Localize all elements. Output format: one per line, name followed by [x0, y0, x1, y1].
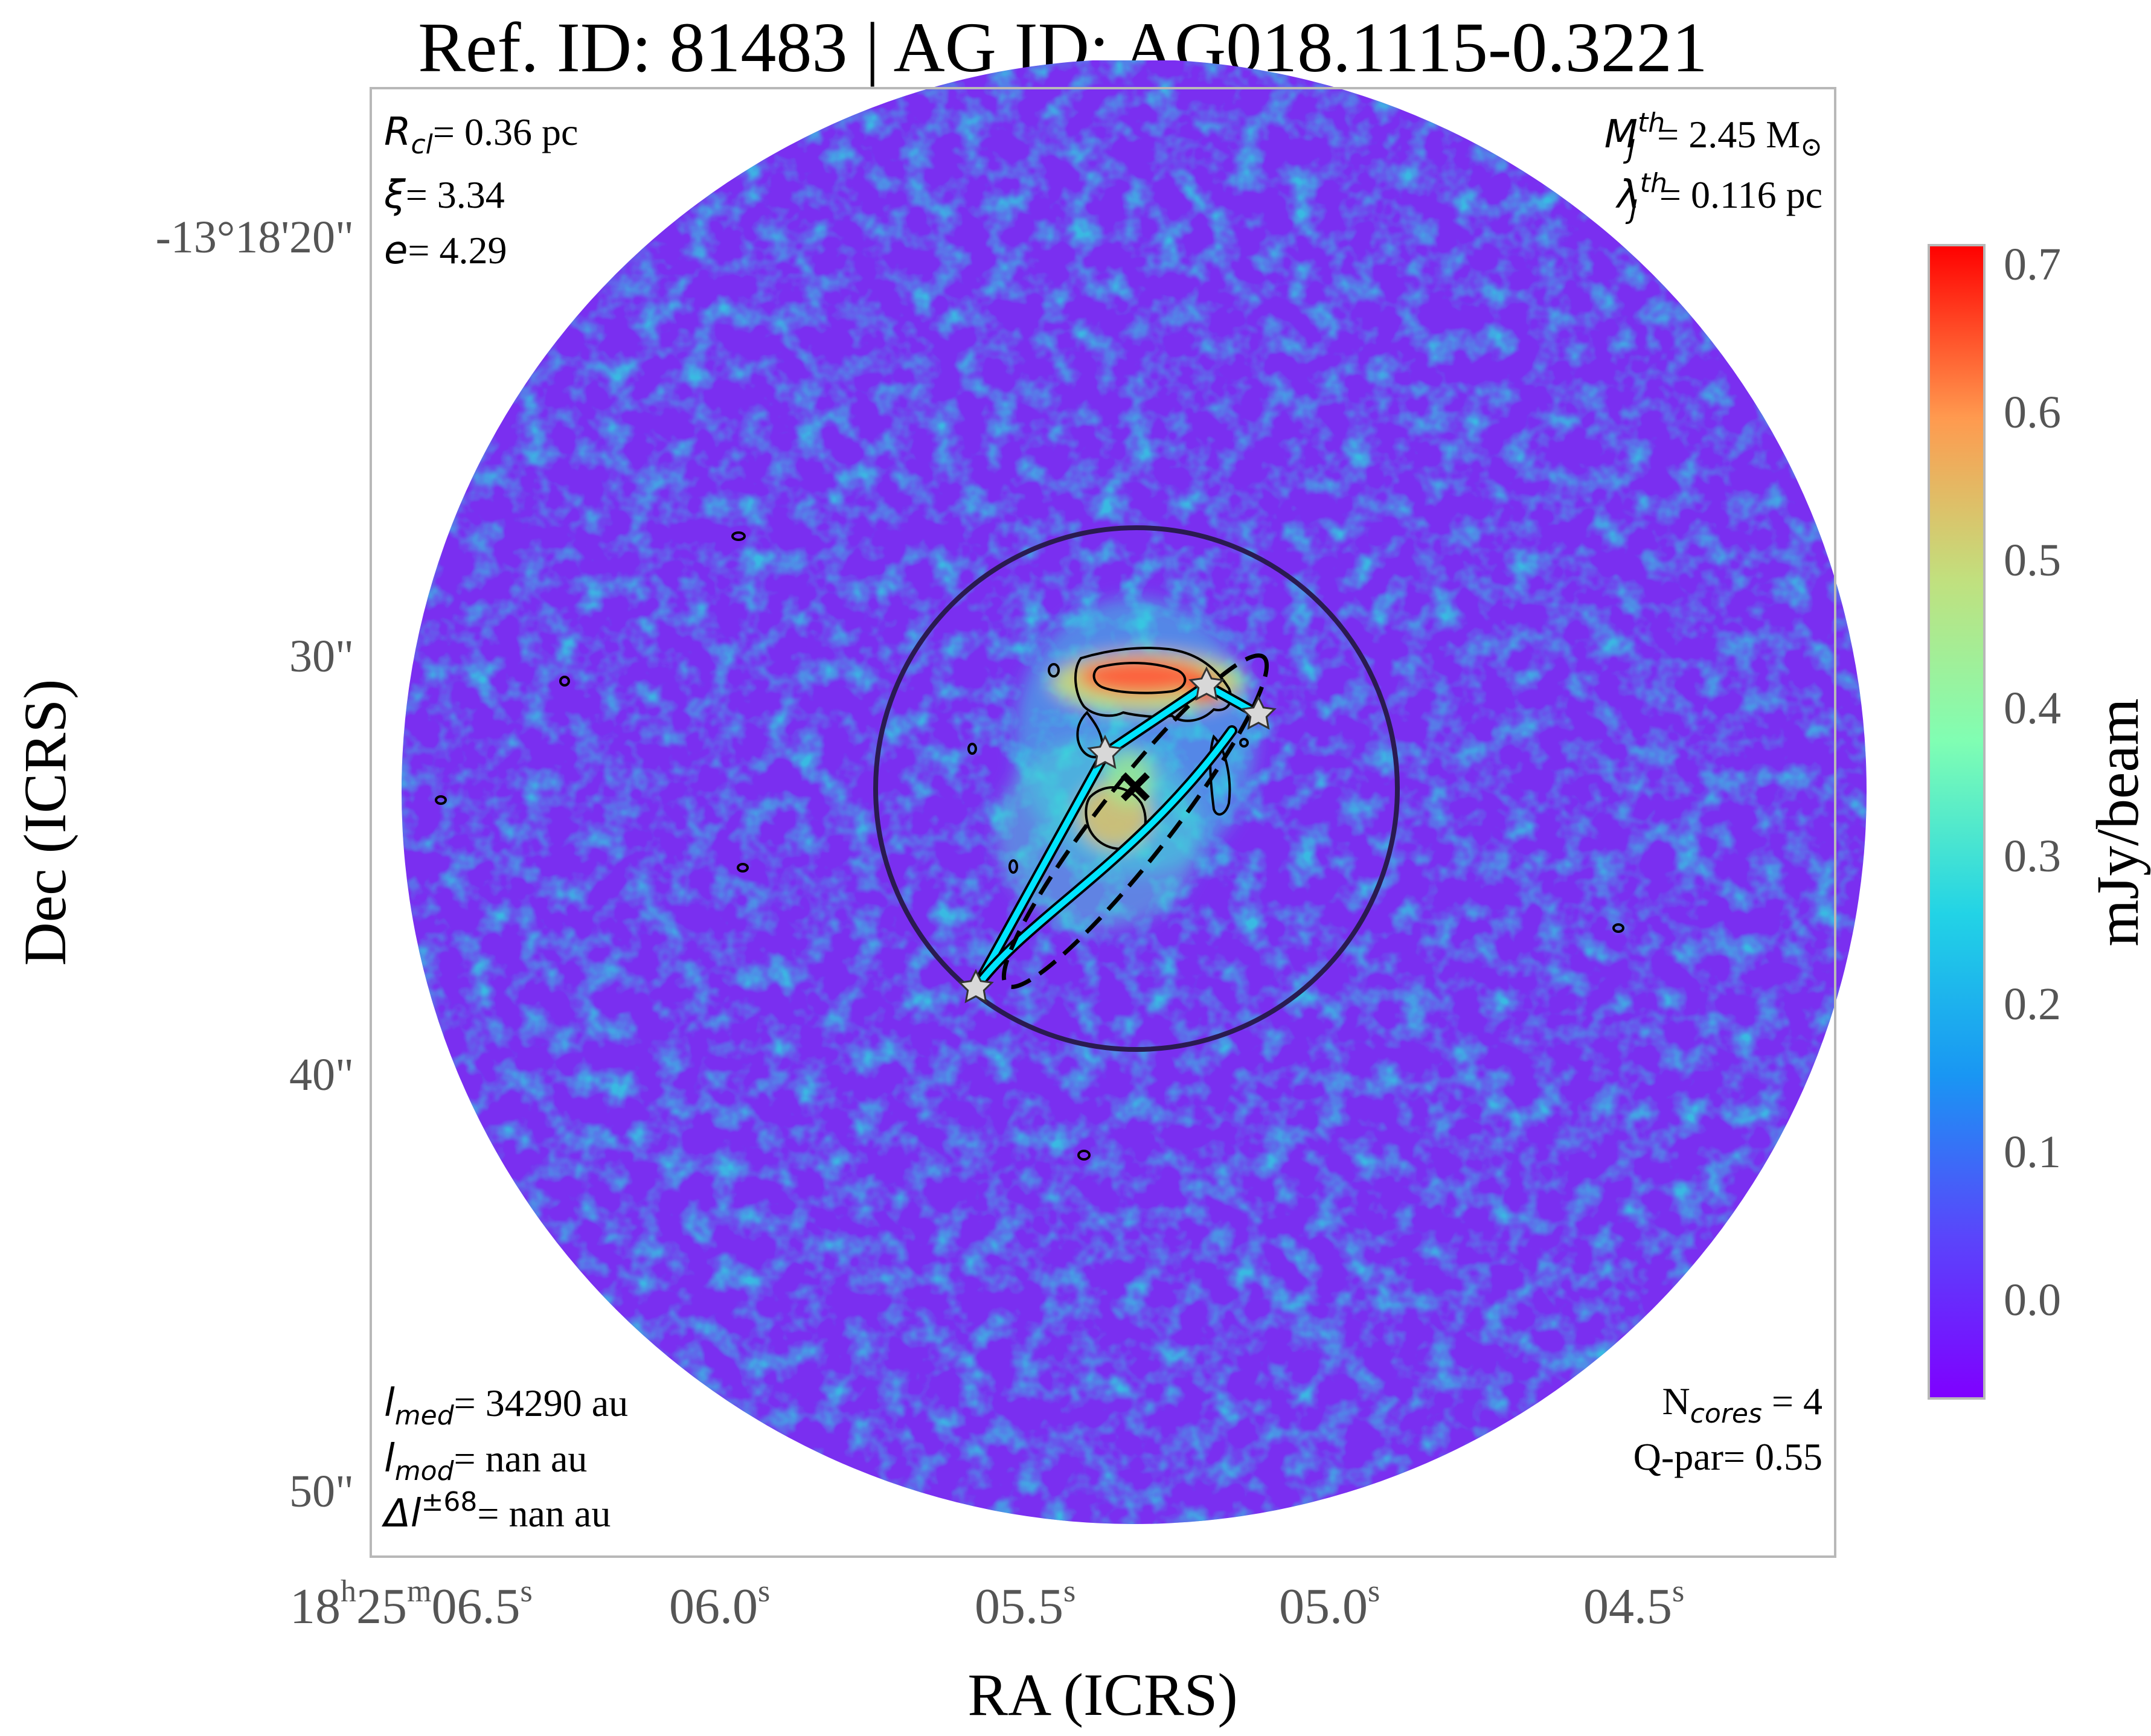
- colorbar-tick-label: 0.5: [2004, 535, 2061, 586]
- colorbar-tick-label: 0.0: [2004, 1275, 2061, 1325]
- svg-text:Q-par= 0.55: Q-par= 0.55: [1633, 1435, 1822, 1478]
- annotations-bottom-left: lmed= 34290 au lmod= nan au Δl±68= nan a…: [381, 1381, 628, 1536]
- svg-text:lmed= 34290 au: lmed= 34290 au: [384, 1381, 628, 1431]
- centroid-cross-icon: [1121, 772, 1150, 801]
- y-tick-labels: -13°18'20" 30" 40" 50": [156, 212, 354, 1517]
- colorbar-tick-label: 0.6: [2004, 387, 2061, 438]
- x-tick-label: 06.0s: [669, 1574, 770, 1635]
- contours: [435, 531, 1624, 1161]
- x-tick-label: 05.5s: [975, 1574, 1076, 1635]
- core-star-4: [958, 969, 994, 1004]
- svg-text:Rcl= 0.36 pc: Rcl= 0.36 pc: [384, 110, 578, 160]
- y-tick-label: 50": [289, 1466, 354, 1517]
- colorbar-gradient: [1928, 244, 1986, 1400]
- axes-frame: [370, 87, 1836, 1558]
- core-star-1: [1188, 666, 1225, 701]
- x-tick-label: 04.5s: [1583, 1574, 1684, 1635]
- colorbar-tick-label: 0.7: [2004, 239, 2061, 290]
- cores: [958, 666, 1277, 1004]
- colorbar-tick-label: 0.3: [2004, 831, 2061, 882]
- fit-ellipse: [1001, 653, 1269, 989]
- y-axis-label: Dec (ICRS): [11, 679, 79, 966]
- core-star-3: [1087, 734, 1123, 769]
- core-star-2: [1240, 695, 1277, 730]
- svg-text:Δl±68= nan au: Δl±68= nan au: [381, 1487, 611, 1536]
- colorbar: 0.7 0.6 0.5 0.4 0.3 0.2 0.1 0.0 mJy/beam: [1928, 239, 2151, 1400]
- colorbar-tick-label: 0.1: [2004, 1127, 2061, 1177]
- annotations-bottom-right: Ncores = 4 Q-par= 0.55: [1633, 1380, 1822, 1478]
- annotations-top-right: Mth J = 2.45 M⊙ λth J = 0.116 pc: [1604, 107, 1822, 225]
- svg-text:Ncores = 4: Ncores = 4: [1662, 1380, 1822, 1429]
- y-tick-label: -13°18'20": [156, 212, 354, 263]
- clump-circle: [873, 525, 1400, 1052]
- colorbar-tick-label: 0.4: [2004, 683, 2061, 734]
- colorbar-tick-label: 0.2: [2004, 979, 2061, 1030]
- x-axis-label: RA (ICRS): [967, 1661, 1237, 1728]
- svg-text:e= 4.29: e= 4.29: [384, 228, 507, 273]
- x-tick-label: 18h25m06.5s: [290, 1574, 533, 1635]
- colorbar-tick-labels: 0.7 0.6 0.5 0.4 0.3 0.2 0.1 0.0: [2004, 239, 2061, 1325]
- annotations-top-left: Rcl= 0.36 pc ξ= 3.34 e= 4.29: [383, 110, 578, 273]
- colorbar-label: mJy/beam: [2084, 698, 2151, 946]
- emission-map: [402, 60, 1867, 1524]
- mst-lines: [970, 679, 1264, 993]
- x-tick-labels: 18h25m06.5s 06.0s 05.5s 05.0s 04.5s: [290, 1574, 1684, 1635]
- y-tick-label: 30": [289, 631, 354, 682]
- svg-text:lmod= nan au: lmod= nan au: [384, 1437, 587, 1487]
- svg-text:ξ= 3.34: ξ= 3.34: [383, 173, 505, 217]
- y-tick-label: 40": [289, 1049, 354, 1100]
- x-tick-label: 05.0s: [1279, 1574, 1380, 1635]
